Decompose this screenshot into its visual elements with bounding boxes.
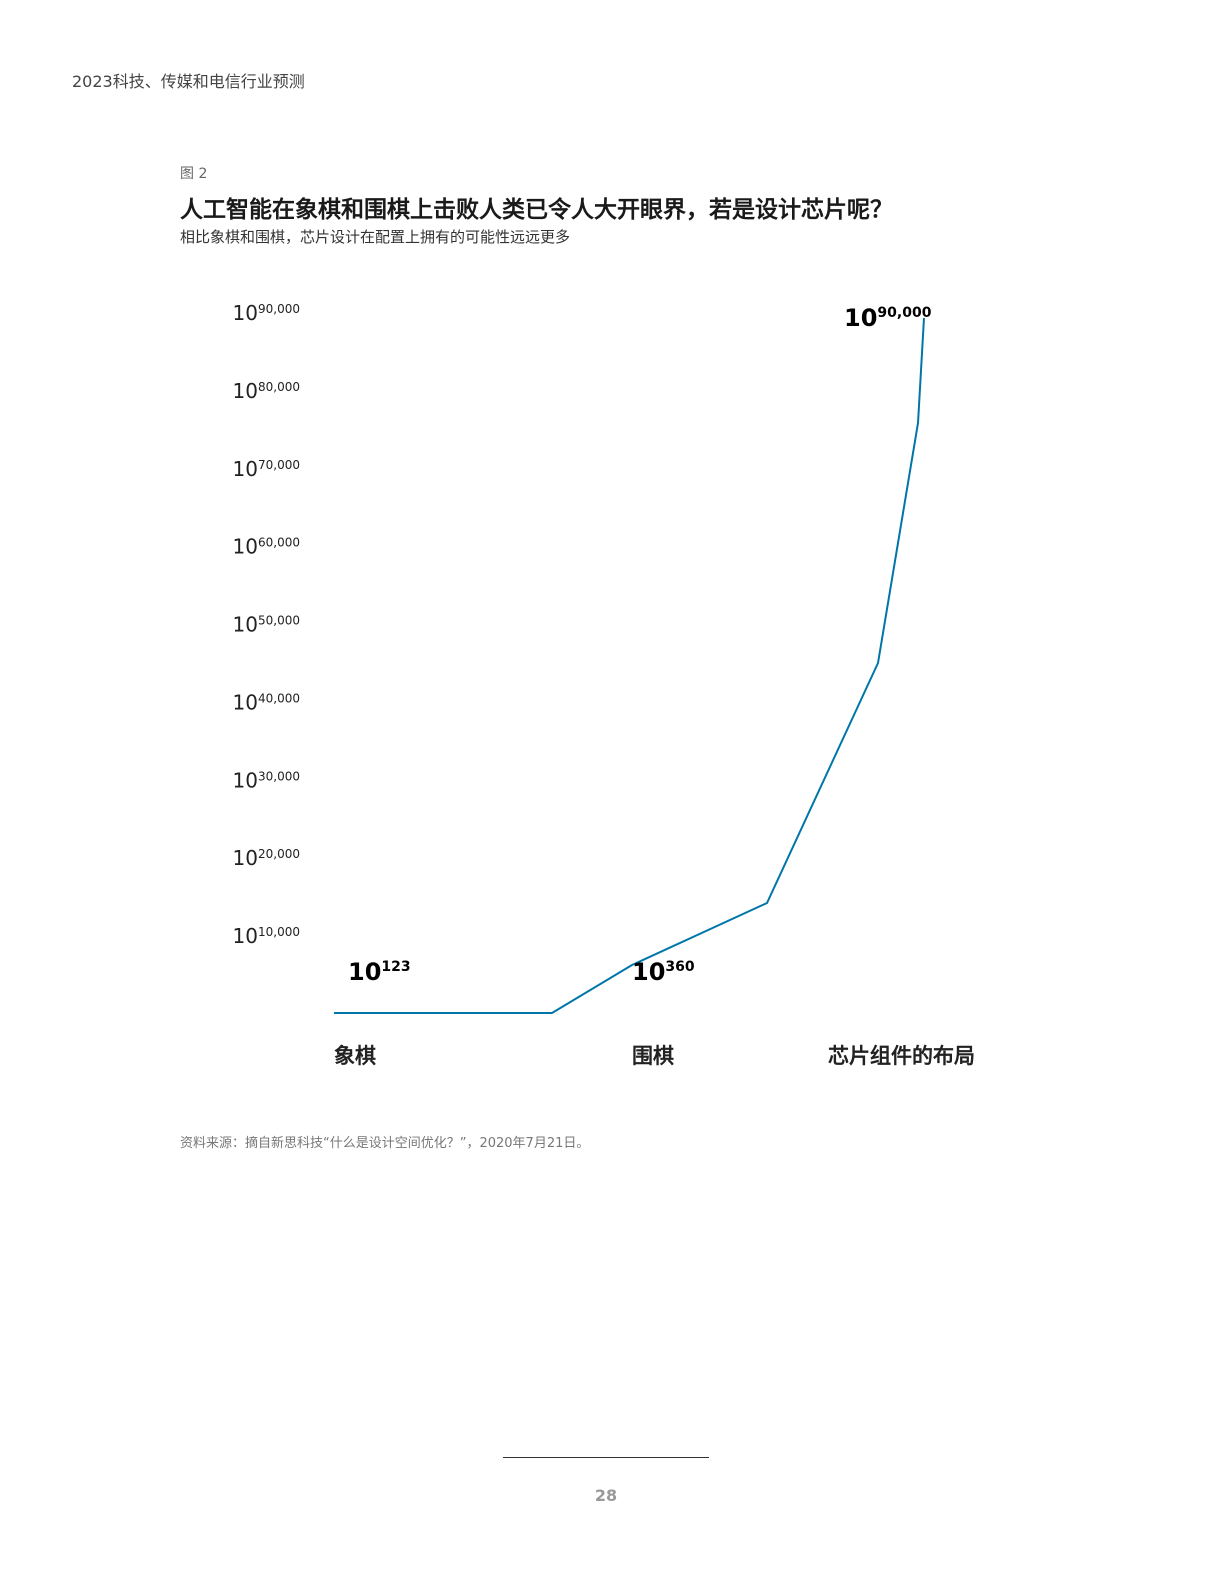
series-line bbox=[334, 317, 925, 1014]
x-category-label: 象棋 bbox=[334, 1044, 376, 1068]
chart-title: 人工智能在象棋和围棋上击败人类已令人大开眼界，若是设计芯片呢？ bbox=[180, 197, 893, 223]
y-tick-label: 1060,000 bbox=[233, 535, 300, 559]
page-number: 28 bbox=[594, 1486, 618, 1505]
x-category-label: 围棋 bbox=[632, 1044, 674, 1068]
x-axis-category-labels: 象棋 围棋 芯片组件的布局 bbox=[334, 1044, 975, 1068]
y-axis-tick-labels: 1010,000 1020,000 1030,000 1040,000 1050,000… bbox=[233, 301, 300, 948]
y-tick-label: 1080,000 bbox=[233, 379, 300, 403]
chart-subtitle: 相比象棋和围棋，芯片设计在配置上拥有的可能性远远更多 bbox=[180, 228, 571, 246]
x-category-label: 芯片组件的布局 bbox=[828, 1044, 975, 1068]
y-tick-label: 1050,000 bbox=[233, 613, 300, 637]
y-tick-label: 1020,000 bbox=[233, 846, 300, 870]
y-tick-label: 1090,000 bbox=[233, 301, 300, 325]
data-label: 10123 bbox=[348, 958, 411, 986]
footer-divider bbox=[503, 1457, 709, 1458]
source-note: 资料来源：摘自新思科技“什么是设计空间优化？”，2020年7月21日。 bbox=[180, 1136, 590, 1151]
page-header: 2023科技、传媒和电信行业预测 bbox=[72, 72, 305, 91]
data-label: 1090,000 bbox=[844, 304, 932, 332]
data-labels: 10123 10360 1090,000 bbox=[348, 304, 932, 986]
y-tick-label: 1040,000 bbox=[233, 690, 300, 714]
y-tick-label: 1070,000 bbox=[233, 457, 300, 481]
data-label: 10360 bbox=[632, 958, 695, 986]
y-tick-label: 1030,000 bbox=[233, 768, 300, 792]
y-tick-label: 1010,000 bbox=[233, 924, 300, 948]
figure-label: 图 2 bbox=[180, 166, 208, 182]
